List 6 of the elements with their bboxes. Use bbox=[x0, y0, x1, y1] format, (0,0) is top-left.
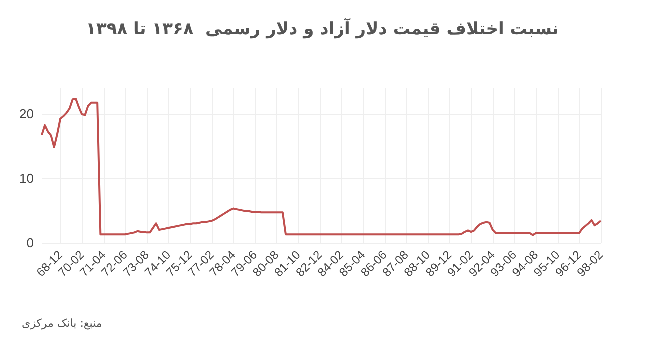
chart-title: نسبت اختلاف قیمت دلار آزاد و دلار رسمی ۱۳۶۸ تا ۱۳۹۸ bbox=[86, 18, 559, 40]
y-tick-label: 0 bbox=[26, 236, 34, 250]
y-tick-label: 10 bbox=[20, 170, 34, 186]
y-tick-label: 20 bbox=[20, 106, 34, 122]
text: منبع: بانک مرکزی bbox=[22, 317, 102, 330]
line-series bbox=[41, 98, 602, 236]
